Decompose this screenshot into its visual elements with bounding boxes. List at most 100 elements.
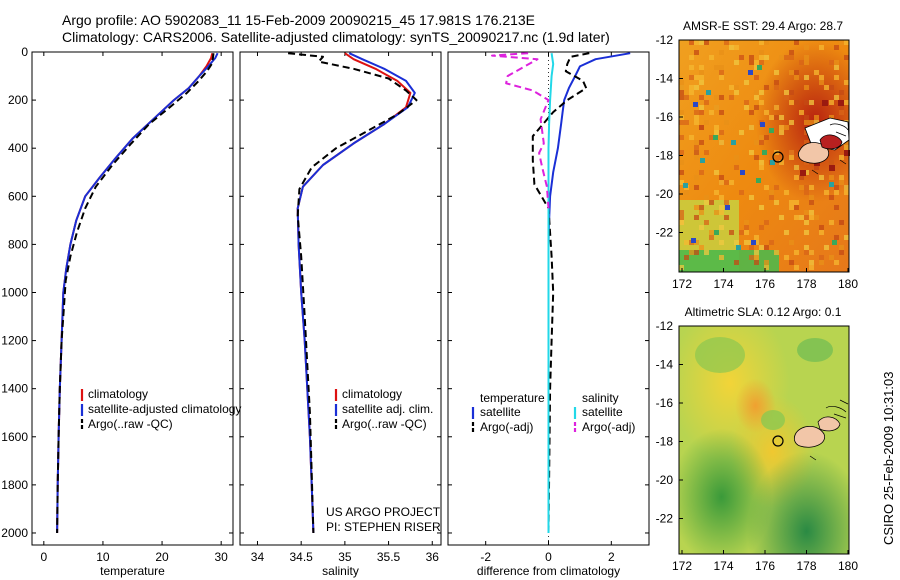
sla-map-title: Altimetric SLA: 0.12 Argo: 0.1 <box>685 305 842 319</box>
sst-pixel <box>724 120 729 125</box>
sst-cool-pixel <box>725 205 730 210</box>
sst-pixel <box>719 240 724 245</box>
sst-pixel <box>834 165 839 170</box>
sst-pixel <box>749 195 754 200</box>
sst-pixel <box>679 220 684 225</box>
diff-legend-label: satellite <box>582 405 623 419</box>
sst-pixel <box>794 165 799 170</box>
sst-pixel <box>749 55 754 60</box>
sst-pixel <box>764 185 769 190</box>
sst-pixel <box>794 200 799 205</box>
sst-pixel <box>814 165 819 170</box>
sst-pixel <box>814 70 819 75</box>
sst-pixel <box>694 120 699 125</box>
temperature-xtick-label: 30 <box>214 550 228 564</box>
salinity-frame <box>239 51 442 546</box>
sst-pixel <box>704 40 709 45</box>
sst-pixel <box>799 175 804 180</box>
sst-pixel <box>784 90 789 95</box>
map-xtick-label: 180 <box>838 559 858 573</box>
sst-pixel <box>734 260 739 265</box>
depth-tick-label: 0 <box>21 45 28 59</box>
sst-pixel <box>699 205 704 210</box>
sst-pixel <box>839 155 844 160</box>
sst-pixel <box>699 170 704 175</box>
sst-pixel <box>789 150 794 155</box>
sst-pixel <box>804 140 809 145</box>
sst-cool-pixel <box>757 65 762 70</box>
sst-pixel <box>759 100 764 105</box>
sst-pixel <box>709 110 714 115</box>
sst-pixel <box>754 65 759 70</box>
salinity-xlabel: salinity <box>322 564 359 578</box>
sst-pixel <box>829 85 834 90</box>
difference-series-temperature-argo-adj- <box>531 52 590 534</box>
sst-pixel <box>739 190 744 195</box>
sst-pixel <box>719 75 724 80</box>
sst-pixel <box>684 95 689 100</box>
sst-pixel <box>679 135 684 140</box>
sst-pixel <box>679 160 684 165</box>
sst-pixel <box>789 50 794 55</box>
depth-tick-label: 1400 <box>1 382 28 396</box>
sst-pixel <box>804 45 809 50</box>
map-ytick-label: -12 <box>656 33 674 47</box>
sst-pixel <box>719 205 724 210</box>
sst-pixel <box>804 245 809 250</box>
sst-cool-pixel <box>706 90 711 95</box>
sst-pixel <box>774 250 779 255</box>
sst-pixel <box>694 185 699 190</box>
sst-pixel <box>804 250 809 255</box>
sst-pixel <box>829 175 834 180</box>
sst-pixel <box>794 75 799 80</box>
sst-pixel <box>804 190 809 195</box>
sst-pixel <box>744 225 749 230</box>
sla-map: Altimetric SLA: 0.12 Argo: 0.1 172 174 176… <box>656 305 859 573</box>
sst-pixel-noise <box>679 40 850 270</box>
temperature-xtick-label: 20 <box>155 550 169 564</box>
map-ytick-label: -18 <box>656 149 674 163</box>
sst-pixel <box>834 205 839 210</box>
diff-legend-label: Argo(-adj) <box>480 420 533 434</box>
sst-pixel <box>814 120 819 125</box>
sst-pixel <box>704 120 709 125</box>
sst-pixel <box>754 90 759 95</box>
sst-pixel <box>839 105 844 110</box>
sst-pixel <box>834 60 839 65</box>
sla-green-blob-3 <box>761 410 785 430</box>
sst-pixel <box>744 220 749 225</box>
sst-pixel <box>689 40 694 45</box>
sst-pixel <box>784 95 789 100</box>
sst-pixel <box>824 245 829 250</box>
sst-pixel <box>804 60 809 65</box>
salinity-xtick-label: 34.5 <box>289 550 313 564</box>
sst-pixel <box>819 260 824 265</box>
sst-pixel <box>679 85 684 90</box>
sst-pixel <box>834 75 839 80</box>
sst-pixel <box>774 70 779 75</box>
sst-pixel <box>829 255 834 260</box>
map-ytick-label: -14 <box>656 358 674 372</box>
sst-pixel <box>764 220 769 225</box>
depth-tick-label: 1000 <box>1 285 28 299</box>
sst-pixel <box>704 195 709 200</box>
sst-cool-pixel <box>736 245 741 250</box>
sst-pixel <box>784 55 789 60</box>
sst-pixel <box>844 145 849 150</box>
temperature-legend-label: climatology <box>88 387 148 401</box>
sst-pixel <box>704 150 709 155</box>
sst-cool-pixel <box>713 135 718 140</box>
sst-pixel <box>714 105 719 110</box>
sst-pixel <box>694 175 699 180</box>
sst-pixel <box>789 260 794 265</box>
sst-pixel <box>714 125 719 130</box>
map-xtick-label: 172 <box>672 559 692 573</box>
sst-pixel <box>734 85 739 90</box>
temperature-xtick-label: 0 <box>40 550 47 564</box>
sst-pixel <box>699 140 704 145</box>
sst-pixel <box>699 75 704 80</box>
sst-pixel <box>804 75 809 80</box>
sst-pixel <box>819 255 824 260</box>
sst-pixel <box>769 240 774 245</box>
sst-pixel <box>794 265 799 270</box>
